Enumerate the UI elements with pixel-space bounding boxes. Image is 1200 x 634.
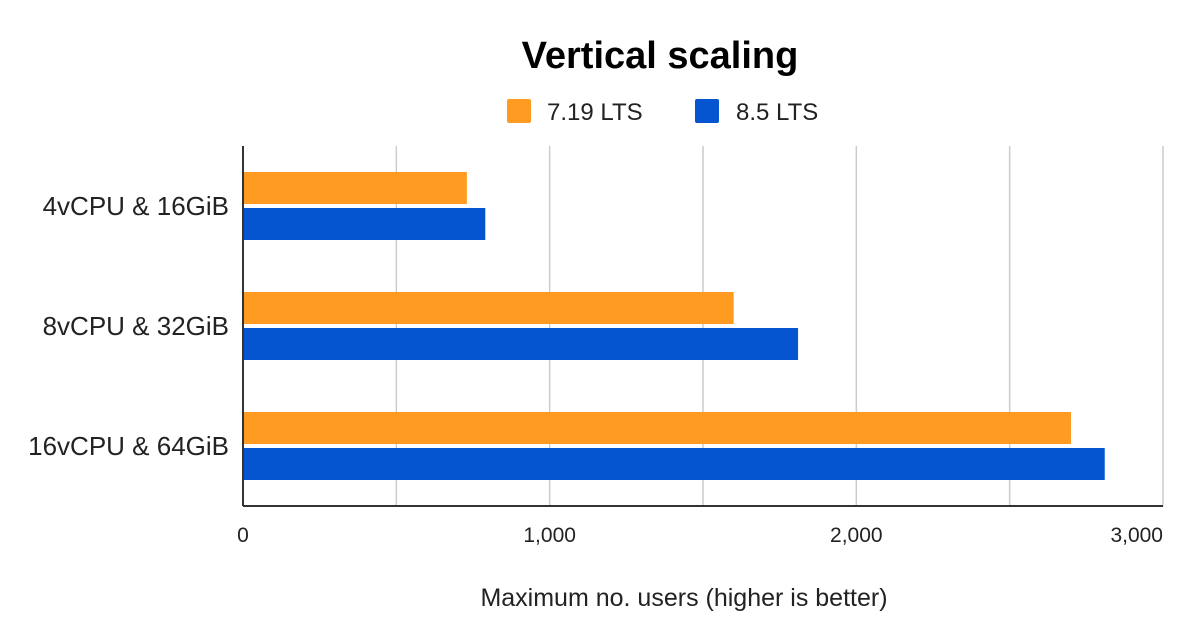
x-axis-title: Maximum no. users (higher is better) — [480, 584, 887, 612]
category-labels: 4vCPU & 16GiB 8vCPU & 32GiB 16vCPU & 64GiB — [28, 191, 229, 461]
bars — [243, 172, 1105, 480]
x-tick-labels: 0 1,000 2,000 3,000 — [237, 524, 1163, 547]
chart-title: Vertical scaling — [522, 35, 799, 77]
bar-7-19-lts-1 — [243, 292, 734, 324]
bar-8-5-lts-0 — [243, 208, 486, 240]
category-label: 4vCPU & 16GiB — [43, 191, 229, 221]
legend-swatch-7-19-lts — [507, 99, 531, 123]
bar-7-19-lts-2 — [243, 412, 1071, 444]
bar-8-5-lts-2 — [243, 448, 1105, 480]
legend-label-7-19-lts: 7.19 LTS — [547, 99, 643, 126]
legend-swatch-8-5-lts — [695, 99, 719, 123]
x-tick-label: 2,000 — [830, 524, 883, 547]
x-tick-label: 1,000 — [523, 524, 576, 547]
gridlines — [395, 146, 1164, 506]
legend-label-8-5-lts: 8.5 LTS — [736, 99, 818, 126]
x-tick-label: 3,000 — [1110, 524, 1163, 547]
axes — [242, 146, 1163, 507]
x-tick-label: 0 — [237, 524, 249, 547]
chart-legend: 7.19 LTS 8.5 LTS — [507, 99, 818, 126]
bar-7-19-lts-0 — [243, 172, 467, 204]
category-label: 16vCPU & 64GiB — [28, 431, 229, 461]
category-label: 8vCPU & 32GiB — [43, 311, 229, 341]
bar-8-5-lts-1 — [243, 328, 799, 360]
